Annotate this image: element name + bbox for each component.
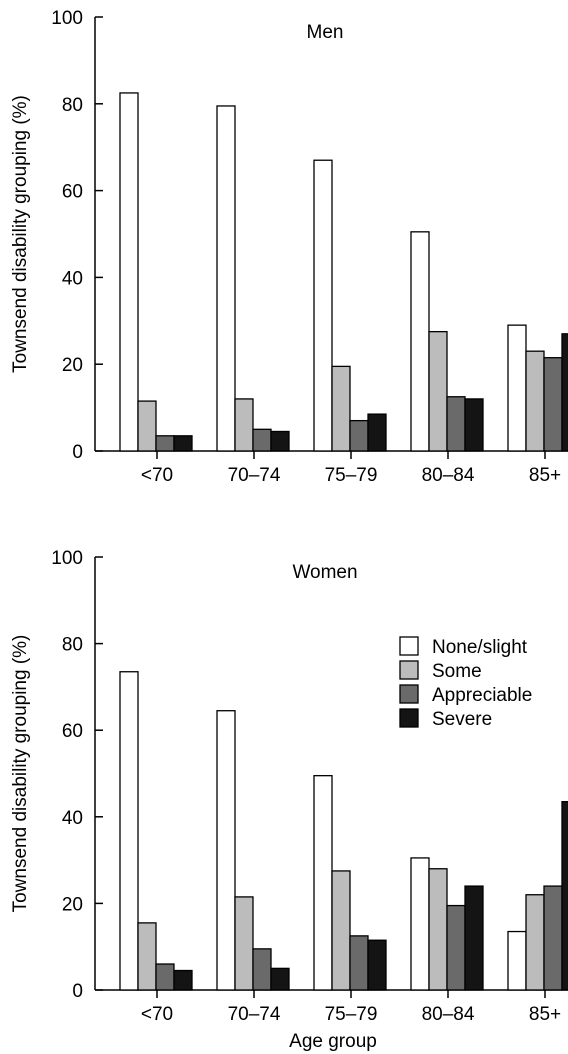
women-y-tick-label: 60 [62,721,83,742]
women-x-tick-label: 70–74 [228,1004,281,1025]
men-y-tick-label: 0 [72,442,83,463]
men-y-tick-label: 100 [51,8,83,29]
legend-swatch [399,684,419,704]
men-x-tick-label: <70 [141,465,173,486]
men-bar [446,396,466,452]
women-bar [525,894,545,991]
men-bar [410,231,430,452]
women-y-tick-label: 20 [62,894,83,915]
men-panel: Men Townsend disability grouping (%) 0 20 40… [10,8,568,486]
men-x-tick-label: 75–79 [325,465,378,486]
legend: None/slight Some Appreciable Severe [399,636,532,730]
women-bar [464,885,484,991]
men-bar [464,398,484,452]
women-y-tick-label: 0 [72,981,83,1002]
women-panel: Women Townsend disability grouping (%) 0 20… [10,548,568,1025]
women-bar [270,967,290,991]
women-y-tick-label: 40 [62,808,83,829]
men-y-axis-title: Townsend disability grouping (%) [10,95,31,373]
women-bar [367,939,387,991]
women-x-tick-label: 75–79 [325,1004,378,1025]
women-bar [410,857,430,991]
men-bar [155,435,175,452]
women-bar [234,896,254,991]
women-bar [155,963,175,991]
men-bar [270,430,290,452]
women-bar [313,775,333,991]
men-bar [216,105,236,452]
men-bar [428,330,448,452]
men-bar [252,428,272,452]
women-bar [446,904,466,991]
men-x-tick-label: 85+ [529,465,561,486]
men-y-tick-label: 80 [62,95,83,116]
women-x-tick-label: 80–84 [422,1004,475,1025]
men-bar [349,419,369,452]
women-bar [119,671,139,991]
men-bar [331,365,351,452]
legend-swatch [399,660,419,680]
men-x-tick-label: 80–84 [422,465,475,486]
men-bar [173,435,193,452]
men-bar [561,333,568,452]
women-y-tick-label: 100 [51,548,83,569]
men-bar [119,92,139,452]
women-bar [331,870,351,991]
men-bar [137,400,157,452]
legend-label: Some [432,661,482,682]
women-y-tick-label: 80 [62,635,83,656]
women-bar [252,948,272,991]
men-bar [543,357,563,452]
legend-label: None/slight [432,637,528,658]
legend-swatch [399,636,419,656]
men-chart-title: Men [307,22,344,43]
legend-label: Severe [432,709,492,730]
women-bar [349,935,369,991]
men-y-tick-label: 60 [62,182,83,203]
women-x-tick-label: <70 [141,1004,173,1025]
x-axis-title: Age group [289,1031,377,1052]
men-x-tick-label: 70–74 [228,465,281,486]
women-bar [543,885,563,991]
women-chart-title: Women [292,562,357,583]
men-y-tick-label: 40 [62,268,83,289]
legend-swatch [399,708,419,728]
women-bar [216,710,236,991]
women-bar [561,800,568,991]
women-bar [137,922,157,991]
men-bar [367,413,387,452]
women-y-axis-title: Townsend disability grouping (%) [10,635,31,913]
men-bar [507,324,527,452]
men-bar [525,350,545,452]
women-x-tick-label: 85+ [529,1004,561,1025]
legend-label: Appreciable [432,685,532,706]
women-bar [507,930,527,991]
men-y-tick-label: 20 [62,355,83,376]
men-bar [313,159,333,452]
women-bar [428,868,448,991]
men-bar [234,398,254,452]
women-bar [173,969,193,991]
